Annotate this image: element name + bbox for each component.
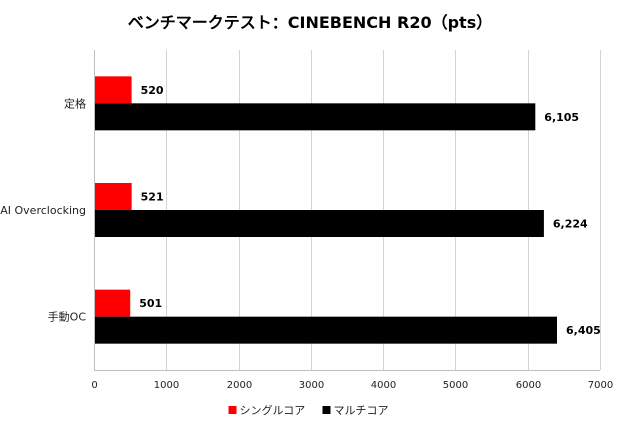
category-label: AI Overclocking bbox=[0, 204, 86, 217]
bar bbox=[95, 316, 557, 344]
labels: 0 1000 2000 3000 4000 5000 6000 7000 定格 520 6,105 A… bbox=[0, 84, 613, 391]
data-label: 6,105 bbox=[544, 111, 579, 124]
bar bbox=[95, 183, 132, 210]
data-label: 6,224 bbox=[553, 218, 588, 231]
x-tick-label: 3000 bbox=[299, 380, 324, 391]
chart-title: ベンチマークテスト：CINEBENCH R20（pts） bbox=[128, 13, 492, 32]
bar bbox=[95, 103, 536, 131]
legend-swatch bbox=[228, 406, 237, 414]
legend-swatch bbox=[322, 406, 331, 414]
legend: シングルコア マルチコア bbox=[228, 403, 389, 417]
bar bbox=[95, 289, 131, 317]
x-tick-label: 6000 bbox=[516, 380, 541, 391]
x-tick-label: 4000 bbox=[371, 380, 396, 391]
x-tick-label: 7000 bbox=[588, 380, 613, 391]
category-label: 定格 bbox=[64, 96, 86, 110]
legend-label: シングルコア bbox=[240, 403, 306, 417]
bars bbox=[95, 76, 557, 344]
data-label: 520 bbox=[141, 84, 164, 97]
bar bbox=[95, 210, 544, 237]
x-tick-label: 2000 bbox=[227, 380, 252, 391]
x-tick-label: 1000 bbox=[154, 380, 179, 391]
data-label: 521 bbox=[141, 191, 164, 204]
legend-label: マルチコア bbox=[334, 404, 389, 417]
data-label: 6,405 bbox=[566, 324, 601, 337]
x-tick-label: 5000 bbox=[443, 380, 468, 391]
category-label: 手動OC bbox=[48, 310, 87, 324]
bar bbox=[95, 76, 132, 104]
data-label: 501 bbox=[139, 297, 162, 310]
x-tick-label: 0 bbox=[91, 380, 97, 391]
